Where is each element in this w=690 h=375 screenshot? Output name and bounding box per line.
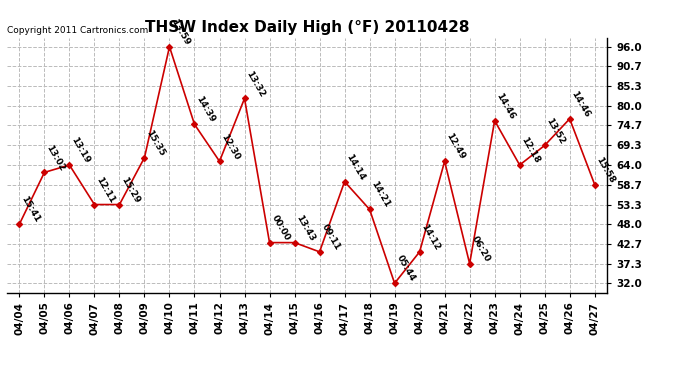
Text: Copyright 2011 Cartronics.com: Copyright 2011 Cartronics.com	[7, 26, 148, 35]
Text: 12:18: 12:18	[520, 136, 542, 165]
Text: 13:43: 13:43	[295, 213, 317, 243]
Text: 13:59: 13:59	[170, 17, 192, 47]
Text: 09:11: 09:11	[319, 222, 342, 252]
Text: 14:39: 14:39	[195, 95, 217, 124]
Text: 15:58: 15:58	[595, 155, 617, 184]
Text: 13:52: 13:52	[544, 116, 566, 146]
Text: 15:41: 15:41	[19, 195, 41, 224]
Text: 14:14: 14:14	[344, 152, 367, 182]
Text: 13:32: 13:32	[244, 69, 266, 99]
Text: 05:44: 05:44	[395, 254, 417, 283]
Text: 12:11: 12:11	[95, 175, 117, 204]
Text: 00:00: 00:00	[270, 214, 291, 243]
Text: 15:29: 15:29	[119, 175, 141, 204]
Text: 14:12: 14:12	[420, 222, 442, 252]
Title: THSW Index Daily High (°F) 20110428: THSW Index Daily High (°F) 20110428	[145, 20, 469, 35]
Text: 14:46: 14:46	[570, 89, 592, 119]
Text: 13:02: 13:02	[44, 143, 66, 172]
Text: 14:21: 14:21	[370, 180, 392, 209]
Text: 14:46: 14:46	[495, 91, 517, 121]
Text: 15:35: 15:35	[144, 128, 166, 158]
Text: 06:20: 06:20	[470, 235, 491, 264]
Text: 13:19: 13:19	[70, 136, 92, 165]
Text: 12:30: 12:30	[219, 132, 242, 161]
Text: 12:49: 12:49	[444, 132, 467, 161]
